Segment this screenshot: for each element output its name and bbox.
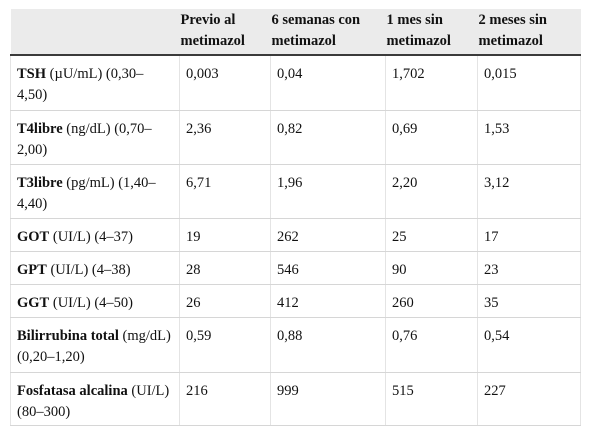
table-row-fosfatasa: Fosfatasa alcalina (UI/L) (80–300) 216 9… <box>10 372 581 426</box>
header-6-semanas: 6 semanas con metimazol <box>270 9 386 56</box>
value-cell: 3,12 <box>477 164 581 219</box>
table-row-tsh: TSH (µU/mL) (0,30–4,50) 0,003 0,04 1,702… <box>10 55 581 111</box>
value-cell: 0,76 <box>385 317 478 373</box>
parameter-unit: (UI/L) (4–38) <box>46 262 131 278</box>
value-cell: 1,702 <box>385 55 478 111</box>
value-cell: 1,96 <box>270 164 386 219</box>
header-1-mes: 1 mes sin metimazol <box>385 9 478 56</box>
parameter-cell: T4libre (ng/dL) (0,70–2,00) <box>10 110 180 165</box>
table-row-got: GOT (UI/L) (4–37) 19 262 25 17 <box>10 218 581 252</box>
value-cell: 26 <box>179 284 271 318</box>
value-cell: 2,20 <box>385 164 478 219</box>
parameter-cell: Fosfatasa alcalina (UI/L) (80–300) <box>10 372 180 426</box>
parameter-name: GPT <box>17 262 47 278</box>
value-cell: 260 <box>385 284 478 318</box>
parameter-name: Bilirrubina total <box>17 328 119 344</box>
value-cell: 0,59 <box>179 317 271 373</box>
header-previo: Previo al metimazol <box>179 9 271 56</box>
lab-results-table: Previo al metimazol 6 semanas con metima… <box>10 9 581 426</box>
value-cell: 0,015 <box>477 55 581 111</box>
value-cell: 17 <box>477 218 581 252</box>
header-row: Previo al metimazol 6 semanas con metima… <box>10 9 581 56</box>
value-cell: 23 <box>477 251 581 285</box>
parameter-unit: (ng/dL) (0,70–2,00) <box>17 121 152 158</box>
value-cell: 19 <box>179 218 271 252</box>
value-cell: 999 <box>270 372 386 426</box>
value-cell: 2,36 <box>179 110 271 165</box>
parameter-unit: (pg/mL) (1,40–4,40) <box>17 175 156 212</box>
header-2-meses: 2 meses sin metimazol <box>477 9 581 56</box>
value-cell: 262 <box>270 218 386 252</box>
value-cell: 0,54 <box>477 317 581 373</box>
parameter-cell: GGT (UI/L) (4–50) <box>10 284 180 318</box>
parameter-name: T3libre <box>17 175 63 191</box>
parameter-name: Fosfatasa alcalina <box>17 383 128 399</box>
parameter-name: GOT <box>17 229 50 245</box>
value-cell: 546 <box>270 251 386 285</box>
parameter-name: GGT <box>17 295 50 311</box>
table-row-gpt: GPT (UI/L) (4–38) 28 546 90 23 <box>10 251 581 285</box>
value-cell: 0,88 <box>270 317 386 373</box>
value-cell: 0,69 <box>385 110 478 165</box>
parameter-cell: GPT (UI/L) (4–38) <box>10 251 180 285</box>
parameter-unit: (UI/L) (80–300) <box>17 383 170 420</box>
value-cell: 0,82 <box>270 110 386 165</box>
parameter-cell: TSH (µU/mL) (0,30–4,50) <box>10 55 180 111</box>
parameter-cell: Bilirrubina total (mg/dL) (0,20–1,20) <box>10 317 180 373</box>
value-cell: 412 <box>270 284 386 318</box>
value-cell: 25 <box>385 218 478 252</box>
parameter-unit: (UI/L) (4–37) <box>49 229 133 245</box>
parameter-unit: (µU/mL) (0,30–4,50) <box>17 66 144 103</box>
value-cell: 515 <box>385 372 478 426</box>
parameter-name: T4libre <box>17 121 63 137</box>
value-cell: 90 <box>385 251 478 285</box>
header-parameter <box>10 9 180 56</box>
parameter-name: TSH <box>17 66 47 82</box>
parameter-unit: (mg/dL) (0,20–1,20) <box>17 328 171 365</box>
value-cell: 0,003 <box>179 55 271 111</box>
parameter-cell: T3libre (pg/mL) (1,40–4,40) <box>10 164 180 219</box>
value-cell: 28 <box>179 251 271 285</box>
value-cell: 35 <box>477 284 581 318</box>
parameter-cell: GOT (UI/L) (4–37) <box>10 218 180 252</box>
value-cell: 0,04 <box>270 55 386 111</box>
value-cell: 227 <box>477 372 581 426</box>
table-row-t3libre: T3libre (pg/mL) (1,40–4,40) 6,71 1,96 2,… <box>10 164 581 219</box>
table-row-ggt: GGT (UI/L) (4–50) 26 412 260 35 <box>10 284 581 318</box>
table-row-bilirrubina: Bilirrubina total (mg/dL) (0,20–1,20) 0,… <box>10 317 581 373</box>
parameter-unit: (UI/L) (4–50) <box>49 295 133 311</box>
value-cell: 6,71 <box>179 164 271 219</box>
table-row-t4libre: T4libre (ng/dL) (0,70–2,00) 2,36 0,82 0,… <box>10 110 581 165</box>
value-cell: 216 <box>179 372 271 426</box>
value-cell: 1,53 <box>477 110 581 165</box>
